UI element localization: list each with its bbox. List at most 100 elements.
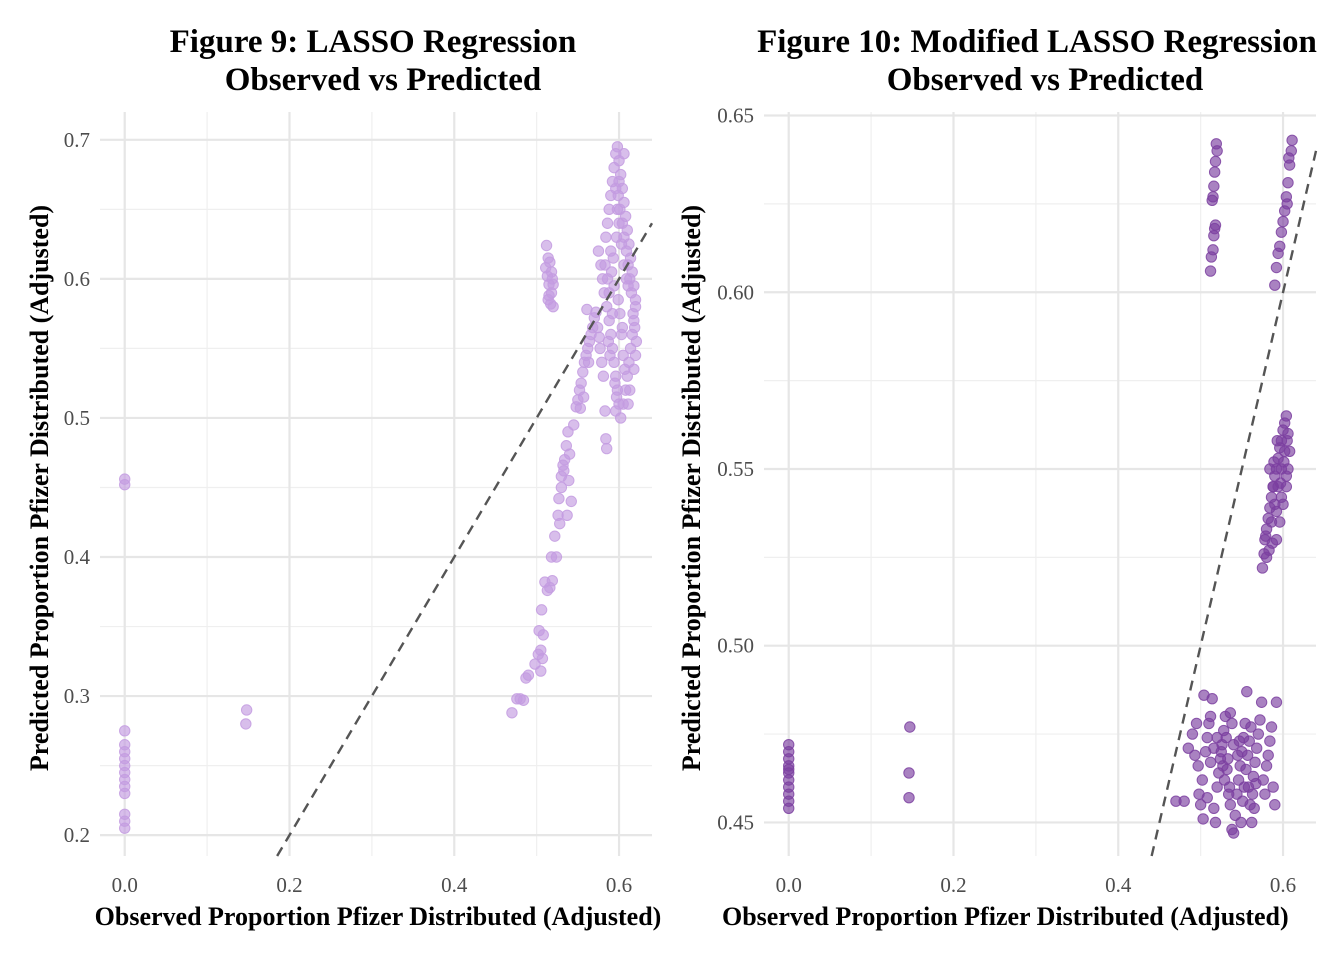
fig9-data-point [627, 307, 639, 320]
fig10-x-tick-label: 0.2 [940, 873, 966, 897]
fig10-data-point [1189, 749, 1201, 761]
fig9-panel: 0.0 0.2 0.4 0.6 0.2 0.3 0.4 0.5 0.6 0.7 Figure 9… [25, 24, 661, 931]
fig10-x-axis-title: Observed Proportion Pfizer Distributed (… [722, 902, 1289, 931]
fig9-y-tick-label: 0.4 [64, 545, 91, 569]
fig10-data-point [1259, 788, 1271, 800]
fig10-title-line1: Figure 10: Modified LASSO Regression [757, 24, 1317, 60]
fig9-data-point [535, 665, 547, 677]
fig10-data-point [1248, 802, 1260, 814]
fig10-data-point [1208, 180, 1220, 192]
fig10-reference-line [1150, 150, 1318, 857]
fig9-data-point [592, 245, 605, 257]
fig10-data-point [1266, 537, 1279, 549]
fig10-data-point [1283, 152, 1295, 164]
fig9-data-point [611, 203, 624, 216]
fig9-data-point [607, 252, 619, 264]
fig10-data-point [1252, 728, 1265, 740]
fig10-y-tick-label: 0.50 [717, 634, 754, 658]
fig10-points [783, 134, 1298, 839]
fig10-data-point [1246, 788, 1259, 800]
fig10-data-point [1270, 261, 1283, 274]
fig10-data-point [903, 791, 915, 804]
fig9-data-point [610, 182, 622, 195]
fig9-data-point [604, 349, 616, 362]
fig10-data-point [1209, 219, 1222, 231]
fig10-data-point [1250, 777, 1262, 790]
fig9-x-tick-label: 0.4 [441, 873, 468, 897]
fig9-data-point [568, 419, 580, 431]
fig9-y-tick-label: 0.6 [64, 267, 90, 291]
fig10-data-point [1260, 760, 1273, 772]
fig9-data-point [600, 433, 612, 445]
fig10-x-tick-label: 0.0 [776, 873, 802, 897]
fig9-data-point [540, 262, 552, 274]
fig10-data-point [1222, 753, 1234, 765]
fig10-data-point [1223, 781, 1236, 793]
fig10-data-point [1197, 813, 1209, 825]
fig10-data-point [1281, 435, 1293, 447]
fig10-data-point [1232, 749, 1244, 761]
fig9-data-point [628, 363, 640, 375]
fig9-data-point [601, 273, 614, 285]
fig10-data-point [1206, 693, 1218, 705]
fig10-data-point [1208, 742, 1220, 754]
fig9-data-point [547, 278, 559, 291]
fig10-data-point [1208, 802, 1220, 814]
fig10-title-line2: Observed vs Predicted [887, 62, 1204, 98]
fig10-data-point [1250, 742, 1263, 754]
fig9-data-point [629, 349, 642, 362]
fig10-data-point [1211, 731, 1223, 744]
fig9-data-point [540, 239, 553, 252]
fig10-data-point [904, 721, 916, 733]
fig10-data-point [1255, 696, 1268, 708]
fig9-data-point [240, 704, 253, 716]
fig9-data-point [119, 478, 131, 491]
fig10-x-ticks: 0.0 0.2 0.4 0.6 [776, 873, 1297, 897]
fig9-data-point [600, 442, 613, 455]
fig10-data-point [1246, 816, 1258, 829]
fig10-y-axis-title: Predicted Proportion Pfizer Distributed … [677, 205, 706, 771]
fig10-data-point [1235, 816, 1247, 829]
fig10-data-point [1192, 760, 1204, 772]
fig9-data-point [594, 342, 606, 355]
fig10-data-point [1256, 562, 1269, 574]
fig10-data-point [1186, 728, 1199, 740]
fig10-data-point [1281, 198, 1293, 210]
fig10-data-point [1241, 685, 1253, 698]
fig10-data-point [1262, 749, 1274, 761]
fig10-data-point [1227, 738, 1240, 751]
fig9-data-point [506, 707, 518, 719]
fig10-data-point [1264, 735, 1276, 747]
fig10-data-point [1268, 456, 1280, 468]
fig9-data-point [599, 259, 611, 271]
fig9-y-tick-label: 0.5 [64, 406, 90, 430]
fig9-data-point [622, 398, 634, 410]
fig9-reference-line [276, 222, 654, 857]
fig9-data-point [549, 530, 561, 542]
fig10-data-point [1238, 781, 1251, 793]
fig10-data-point [1280, 410, 1293, 422]
fig9-title-line1: Figure 9: LASSO Regression [170, 24, 577, 60]
fig9-data-point [240, 718, 252, 730]
fig10-data-point [1282, 176, 1294, 189]
fig9-data-point [596, 356, 608, 369]
fig9-data-point [537, 629, 549, 641]
fig9-data-point [563, 448, 576, 460]
fig10-data-point [1271, 435, 1283, 447]
fig9-data-point [603, 287, 615, 299]
fig9-data-point [611, 141, 624, 153]
fig10-data-point [1278, 456, 1290, 468]
fig10-data-point [1277, 215, 1289, 228]
fig10-data-point [1207, 191, 1219, 203]
fig9-data-point [582, 356, 595, 369]
fig10-data-point [1201, 791, 1213, 804]
fig10-data-point [1227, 827, 1240, 839]
fig9-y-tick-label: 0.7 [64, 128, 90, 152]
fig10-data-point [783, 802, 795, 814]
fig10-data-point [1267, 781, 1279, 793]
fig10-data-point [1249, 756, 1261, 769]
fig10-y-tick-label: 0.60 [717, 280, 754, 304]
fig10-data-point [1209, 816, 1222, 829]
fig10-data-point [1274, 477, 1287, 489]
fig10-data-point [1254, 714, 1266, 726]
